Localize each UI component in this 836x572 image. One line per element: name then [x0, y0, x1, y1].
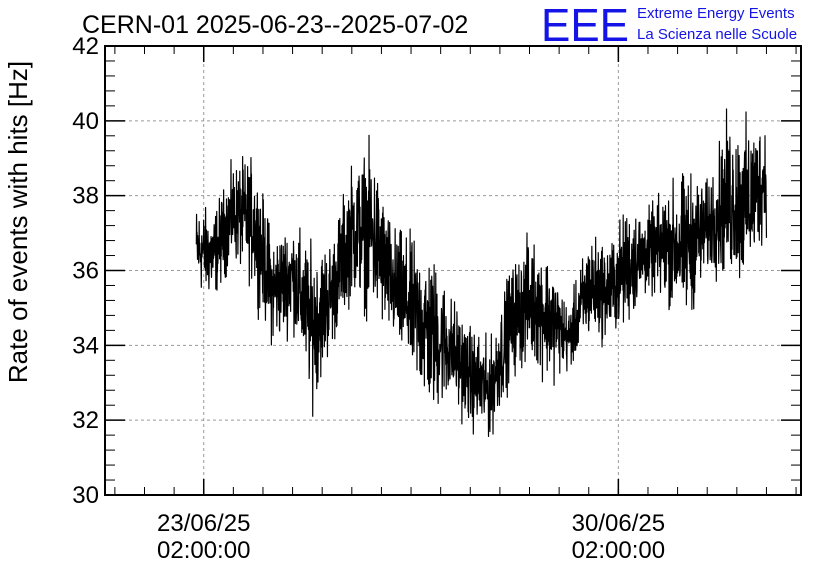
y-tick-label: 34: [72, 332, 99, 359]
chart-title: CERN-01 2025-06-23--2025-07-02: [82, 11, 468, 39]
y-tick-label: 32: [72, 407, 99, 434]
axis-ticks: [105, 45, 801, 496]
y-tick-label: 40: [72, 108, 99, 135]
logo-line-2: La Scienza nelle Scuole: [637, 26, 797, 43]
grid-lines: [105, 46, 801, 495]
x-tick-date: 23/06/25: [157, 510, 250, 537]
logo-line-1: Extreme Energy Events: [637, 5, 795, 22]
y-axis-label: Rate of events with hits [Hz]: [3, 61, 33, 383]
logo-letters: EEE: [541, 0, 629, 51]
rate-series-path: [195, 108, 768, 438]
y-tick-label: 38: [72, 183, 99, 210]
series-line: [195, 108, 768, 438]
x-tick-time: 02:00:00: [572, 537, 665, 564]
y-tick-label: 42: [72, 33, 99, 60]
x-tick-time: 02:00:00: [157, 537, 250, 564]
eee-logo: EEE Extreme Energy Events La Scienza nel…: [541, 0, 797, 51]
y-tick-label: 36: [72, 258, 99, 285]
y-tick-label: 30: [72, 482, 99, 509]
x-tick-date: 30/06/25: [572, 510, 665, 537]
tick-labels: 3032343638404223/06/2502:00:0030/06/2502…: [72, 33, 665, 564]
